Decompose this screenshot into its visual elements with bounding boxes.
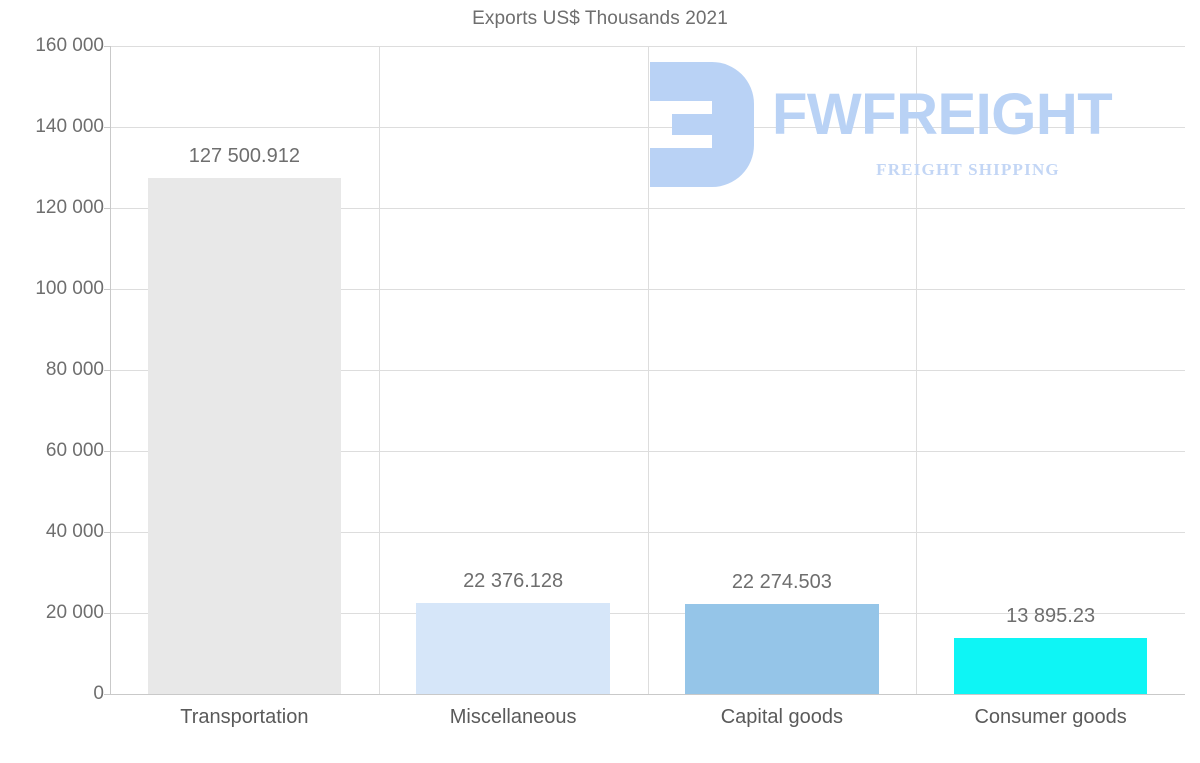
gridline-horizontal bbox=[110, 613, 1185, 614]
bar[interactable] bbox=[416, 603, 610, 694]
y-axis-tick-mark bbox=[104, 370, 110, 371]
y-axis-tick-label: 20 000 bbox=[45, 602, 104, 623]
bar-column: 22 376.128 bbox=[379, 46, 648, 694]
y-axis-tick-mark bbox=[104, 127, 110, 128]
y-axis-line bbox=[110, 46, 111, 695]
y-axis-tick-label: 40 000 bbox=[45, 521, 104, 542]
x-axis-category-label: Miscellaneous bbox=[449, 706, 577, 728]
gridline-horizontal bbox=[110, 208, 1185, 209]
gridline-horizontal bbox=[110, 127, 1185, 128]
y-axis-tick-mark bbox=[104, 532, 110, 533]
x-axis-line bbox=[110, 694, 1185, 695]
gridline-vertical bbox=[648, 46, 649, 694]
bar-value-label: 22 274.503 bbox=[731, 570, 832, 593]
y-axis-tick-mark bbox=[104, 451, 110, 452]
bar[interactable] bbox=[147, 177, 342, 694]
gridline-vertical bbox=[916, 46, 917, 694]
x-axis-category-label: Consumer goods bbox=[974, 706, 1127, 728]
y-axis-tick-mark bbox=[104, 46, 110, 47]
bar-value-label: 22 376.128 bbox=[463, 570, 564, 593]
y-axis-tick-label: 120 000 bbox=[35, 197, 104, 218]
bar-column: 127 500.912 bbox=[110, 46, 379, 694]
y-axis-tick-mark bbox=[104, 289, 110, 290]
gridline-horizontal bbox=[110, 451, 1185, 452]
y-axis-tick-mark bbox=[104, 208, 110, 209]
y-axis-tick-mark bbox=[104, 613, 110, 614]
bar[interactable] bbox=[953, 637, 1148, 694]
y-axis: 0 20 000 40 000 60 000 80 000 100 000 120 000 1… bbox=[0, 0, 110, 763]
bar[interactable] bbox=[685, 603, 879, 694]
bar-value-label: 13 895.23 bbox=[1006, 604, 1096, 627]
y-axis-tick-mark bbox=[104, 694, 110, 695]
gridline-horizontal bbox=[110, 370, 1185, 371]
y-axis-tick-label: 140 000 bbox=[35, 116, 104, 137]
y-axis-tick-label: 100 000 bbox=[35, 278, 104, 299]
y-axis-tick-label: 160 000 bbox=[35, 35, 104, 56]
gridline-vertical bbox=[379, 46, 380, 694]
x-axis-category-label: Transportation bbox=[180, 706, 309, 728]
gridline-horizontal bbox=[110, 46, 1185, 47]
gridline-horizontal bbox=[110, 532, 1185, 533]
x-axis-category-label: Capital goods bbox=[720, 706, 844, 728]
plot-area: 127 500.912 22 376.128 22 274.503 13 895.23 bbox=[110, 46, 1185, 695]
bar-value-label: 127 500.912 bbox=[188, 144, 300, 167]
chart-title: Exports US$ Thousands 2021 bbox=[472, 8, 728, 29]
y-axis-tick-label: 60 000 bbox=[45, 440, 104, 461]
gridline-horizontal bbox=[110, 289, 1185, 290]
bar-column: 13 895.23 bbox=[916, 46, 1185, 694]
y-axis-tick-label: 80 000 bbox=[45, 359, 104, 380]
bar-column: 22 274.503 bbox=[648, 46, 917, 694]
y-axis-tick-label: 0 bbox=[93, 683, 104, 704]
